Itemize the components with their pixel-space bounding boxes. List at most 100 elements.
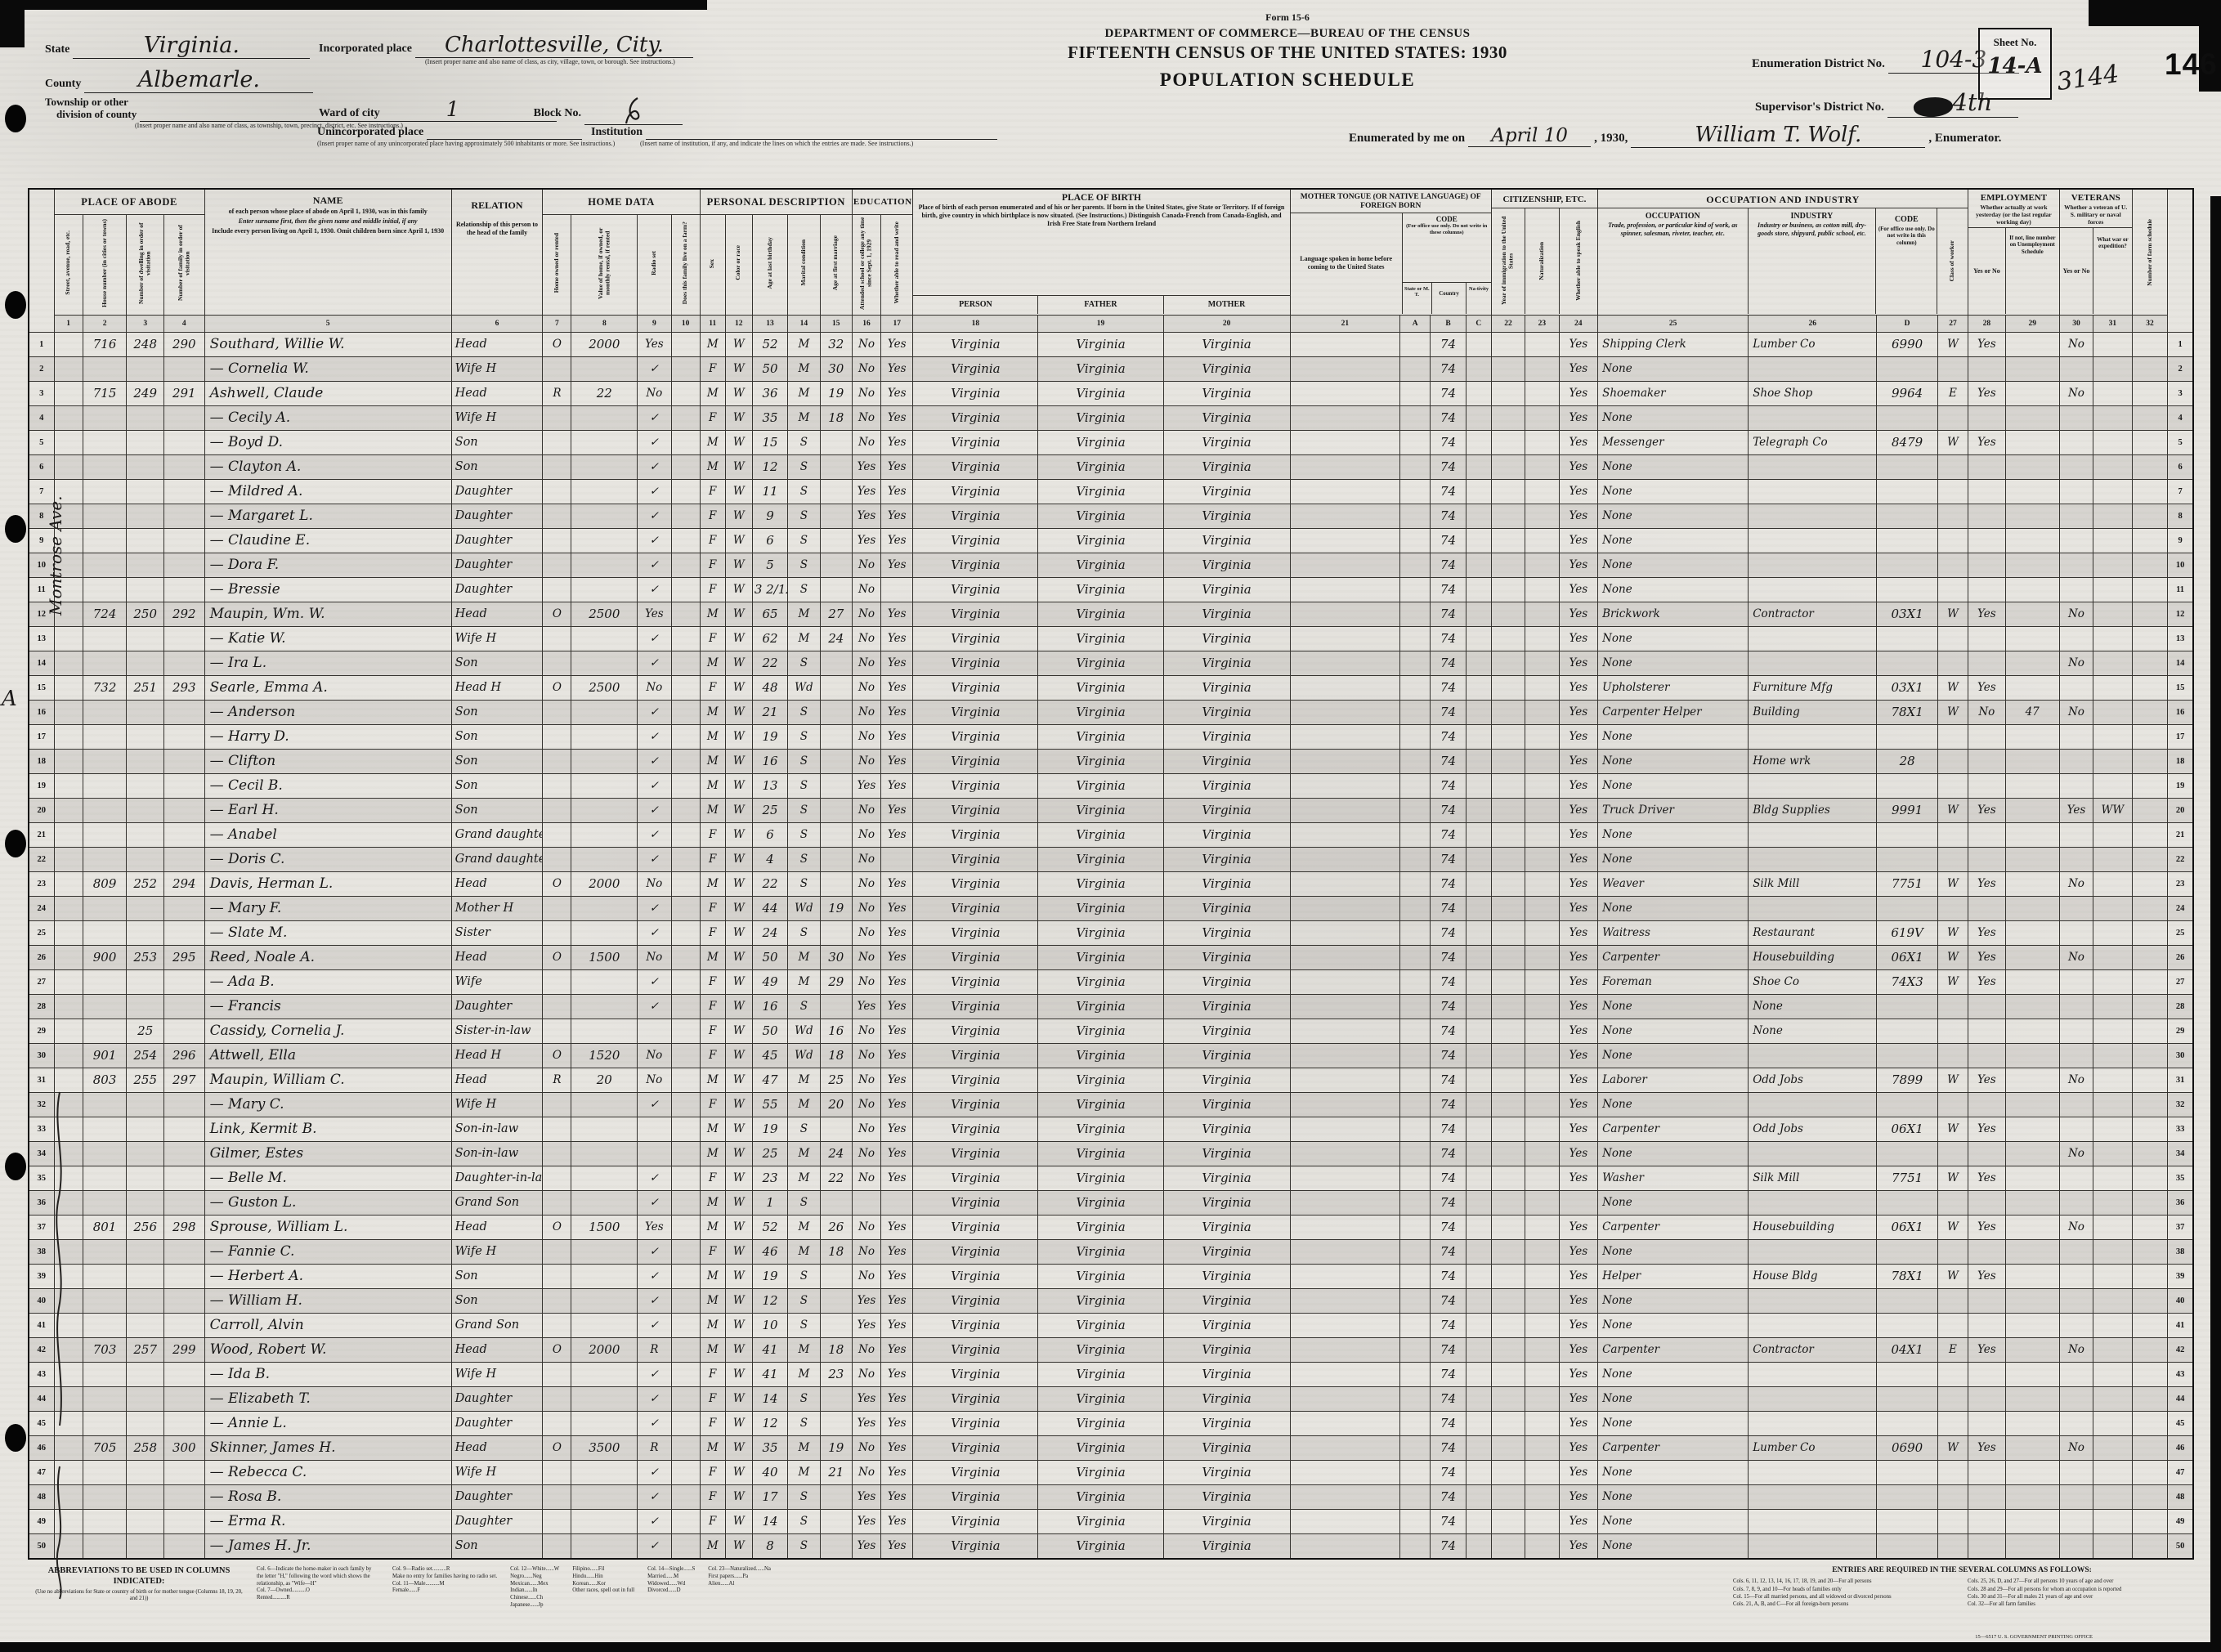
cell-name: — Harry D. <box>204 724 452 750</box>
cell-veteran <box>2058 1239 2094 1265</box>
cell-line-number-right: 45 <box>2167 1411 2194 1436</box>
cell-race: W <box>724 1264 753 1289</box>
cell-father-birthplace: Virginia <box>1037 994 1164 1019</box>
cell-marital: M <box>787 602 821 627</box>
cell-code-c <box>1465 528 1492 553</box>
cell-code-b: 74 <box>1430 1484 1466 1510</box>
cell-read-write: Yes <box>880 381 914 406</box>
cell-naturalization <box>1525 1288 1560 1314</box>
cell-dwelling-number <box>126 1362 164 1387</box>
cell-war <box>2093 1362 2133 1387</box>
cell-birthplace: Virginia <box>912 1019 1039 1044</box>
cell-at-work: Yes <box>1968 871 2006 897</box>
col7-header-cell: Home owned or rented <box>542 214 572 316</box>
cell-occupation: Carpenter <box>1597 1337 1749 1363</box>
cell-english: Yes <box>1558 920 1599 946</box>
cell-school: No <box>851 724 882 750</box>
cell-farm <box>670 577 701 602</box>
cell-street <box>53 626 83 651</box>
cell-radio: No <box>637 871 672 897</box>
cell-mother-tongue <box>1289 896 1401 921</box>
cell-age-married <box>819 773 853 799</box>
name-title: NAME <box>312 194 343 206</box>
cell-tenure <box>542 504 572 529</box>
cell-school: Yes <box>851 504 882 529</box>
cell-code-d: 03X1 <box>1876 675 1938 701</box>
occupation-industry-header: OCCUPATION AND INDUSTRY OCCUPATION Trade… <box>1597 188 1969 316</box>
cell-worker-class <box>1937 1092 1969 1117</box>
cell-family-number <box>163 1141 205 1166</box>
cell-at-work: Yes <box>1968 1117 2006 1142</box>
cell-code-b: 74 <box>1430 504 1466 529</box>
cell-mother-birthplace: Virginia <box>1162 1386 1291 1412</box>
cell-veteran <box>2058 1092 2094 1117</box>
cell-at-work <box>1968 822 2006 848</box>
column-number: B <box>1430 315 1466 333</box>
cell-code-c <box>1465 1141 1492 1166</box>
cell-father-birthplace: Virginia <box>1037 1435 1164 1461</box>
cell-line-number-right: 35 <box>2167 1166 2194 1191</box>
cell-code-a <box>1399 1019 1431 1044</box>
cell-tenure <box>542 920 572 946</box>
cell-school: No <box>851 1141 882 1166</box>
cell-unemployment-line <box>2004 920 2060 946</box>
cell-name: — Mildred A. <box>204 479 452 504</box>
cell-family-number: 293 <box>163 675 205 701</box>
cell-veteran <box>2058 430 2094 455</box>
cell-mother-birthplace: Virginia <box>1162 1190 1291 1215</box>
cell-code-c <box>1465 1117 1492 1142</box>
cell-father-birthplace: Virginia <box>1037 700 1164 725</box>
cell-code-b: 74 <box>1430 332 1466 357</box>
col4-header: Number of family in order of visitation <box>176 225 191 301</box>
cell-farm-schedule <box>2131 454 2169 480</box>
cell-farm <box>670 454 701 480</box>
cell-school: No <box>851 651 882 676</box>
cell-war <box>2093 920 2133 946</box>
cell-marital: M <box>787 945 821 970</box>
cell-street <box>53 405 83 431</box>
cell-age-married: 32 <box>819 332 853 357</box>
cell-tenure <box>542 1117 572 1142</box>
cell-relation: Daughter <box>450 553 544 578</box>
cell-farm <box>670 1337 701 1363</box>
cell-code-d: 7899 <box>1876 1068 1938 1093</box>
cell-occupation: None <box>1597 994 1749 1019</box>
cell-worker-class <box>1937 1019 1969 1044</box>
cell-sex: F <box>699 553 726 578</box>
cell-father-birthplace: Virginia <box>1037 749 1164 774</box>
cell-naturalization <box>1525 749 1560 774</box>
cell-radio: ✓ <box>637 1411 672 1436</box>
cell-name: Maupin, William C. <box>204 1068 452 1093</box>
cell-marital: S <box>787 1484 821 1510</box>
cell-dwelling-number <box>126 1166 164 1191</box>
cell-code-b: 74 <box>1430 1362 1466 1387</box>
cell-industry <box>1748 1141 1878 1166</box>
cell-father-birthplace: Virginia <box>1037 1239 1164 1265</box>
cell-veteran <box>2058 749 2094 774</box>
cell-occupation: None <box>1597 1239 1749 1265</box>
cell-english: Yes <box>1558 1019 1599 1044</box>
cell-mother-tongue <box>1289 626 1401 651</box>
cell-war <box>2093 749 2133 774</box>
cell-immigration-year <box>1490 651 1526 676</box>
cell-family-number <box>163 504 205 529</box>
cell-marital: S <box>787 1533 821 1560</box>
cell-at-work <box>1968 1386 2006 1412</box>
cell-age: 25 <box>751 1141 789 1166</box>
cell-radio: ✓ <box>637 430 672 455</box>
cell-home-value <box>571 1264 638 1289</box>
cell-family-number <box>163 1411 205 1436</box>
cell-mother-tongue <box>1289 1166 1401 1191</box>
township-label-1: Township or other <box>45 96 128 108</box>
cell-worker-class: W <box>1937 700 1969 725</box>
cell-war <box>2093 332 2133 357</box>
cell-code-d <box>1876 822 1938 848</box>
cell-house-number <box>82 1313 128 1338</box>
cell-race: W <box>724 430 753 455</box>
cell-mother-tongue <box>1289 798 1401 823</box>
cell-dwelling-number <box>126 969 164 995</box>
cell-relation: Head <box>450 1435 544 1461</box>
column-number: 1 <box>53 315 83 333</box>
table-row: 26 900 253 295 Reed, Noale A. Head O 150… <box>28 945 2194 970</box>
cell-age: 41 <box>751 1362 789 1387</box>
